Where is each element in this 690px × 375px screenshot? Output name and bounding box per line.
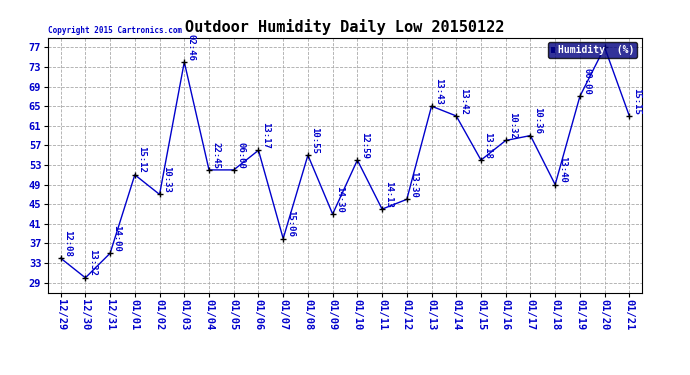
Text: 22:45: 22:45 [212,141,221,168]
Text: 12:59: 12:59 [360,132,369,159]
Legend: Humidity  (%): Humidity (%) [548,42,637,58]
Text: 14:13: 14:13 [384,181,393,208]
Text: 13:30: 13:30 [409,171,418,198]
Text: 14:30: 14:30 [335,186,344,213]
Text: 15:12: 15:12 [137,147,146,173]
Text: 12:08: 12:08 [63,230,72,257]
Text: 02:46: 02:46 [187,34,196,60]
Text: 15:06: 15:06 [286,210,295,237]
Text: 13:43: 13:43 [434,78,443,105]
Text: 13:32: 13:32 [88,249,97,276]
Text: 13:42: 13:42 [459,88,468,114]
Text: 15:15: 15:15 [632,88,641,114]
Text: 13:40: 13:40 [558,156,566,183]
Text: Copyright 2015 Cartronics.com: Copyright 2015 Cartronics.com [48,26,182,35]
Text: 13:18: 13:18 [484,132,493,159]
Text: 10:36: 10:36 [533,107,542,134]
Text: 06:00: 06:00 [236,141,245,168]
Text: 10:32: 10:32 [509,112,518,139]
Title: Outdoor Humidity Daily Low 20150122: Outdoor Humidity Daily Low 20150122 [186,19,504,35]
Text: 10:33: 10:33 [162,166,171,193]
Text: 00:00: 00:00 [582,68,591,95]
Text: 10:55: 10:55 [310,127,319,154]
Text: 14:00: 14:00 [112,225,121,252]
Text: 13:17: 13:17 [261,122,270,149]
